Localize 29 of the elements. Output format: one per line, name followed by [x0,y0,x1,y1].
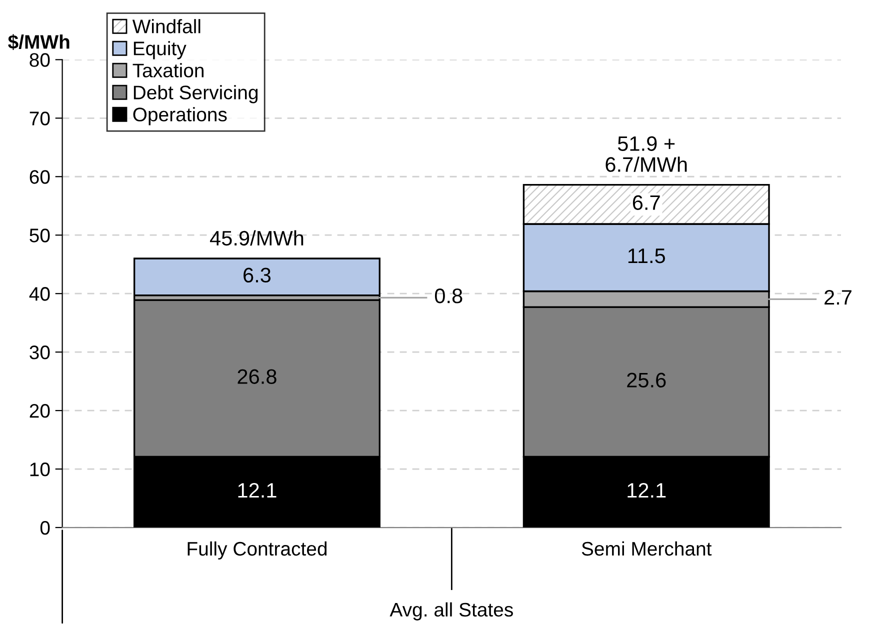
data-label: 0.8 [434,288,462,304]
data-label: 2.7 [824,290,852,305]
y-tick-label: 40 [29,287,50,301]
y-tick-label: 10 [30,462,50,476]
legend-label: Operations [133,107,227,126]
data-label: 26.8 [238,369,276,384]
legend-label: Debt Servicing [134,85,258,104]
y-axis-title: $/MWh [8,34,70,50]
y-tick-label: 70 [30,112,50,126]
legend-label: Windfall [132,19,200,34]
x-tick-label: Fully Contracted [188,541,327,560]
legend-label: Taxation [132,63,204,78]
data-label: 25.6 [627,372,666,388]
legend-label: Equity [134,41,186,60]
y-tick-label: 80 [30,53,50,67]
y-tick-label: 60 [30,170,50,184]
y-tick-label: 20 [30,404,50,418]
text: Avg. all States [390,602,513,620]
data-label: 11.5 [628,248,665,264]
y-tick-label: 0 [40,520,50,535]
data-label: 12.1 [238,482,276,498]
total-label: 51.9 + 6.7/MWh [606,136,687,172]
y-tick-label: 50 [30,228,50,242]
x-tick-label: Semi Merchant [582,541,712,556]
data-label: 6.3 [244,268,271,283]
data-label: 6.7 [632,195,660,210]
y-tick-label: 30 [30,346,50,360]
data-label: 12.1 [628,482,666,498]
total-label: 45.9/MWh [210,230,304,246]
